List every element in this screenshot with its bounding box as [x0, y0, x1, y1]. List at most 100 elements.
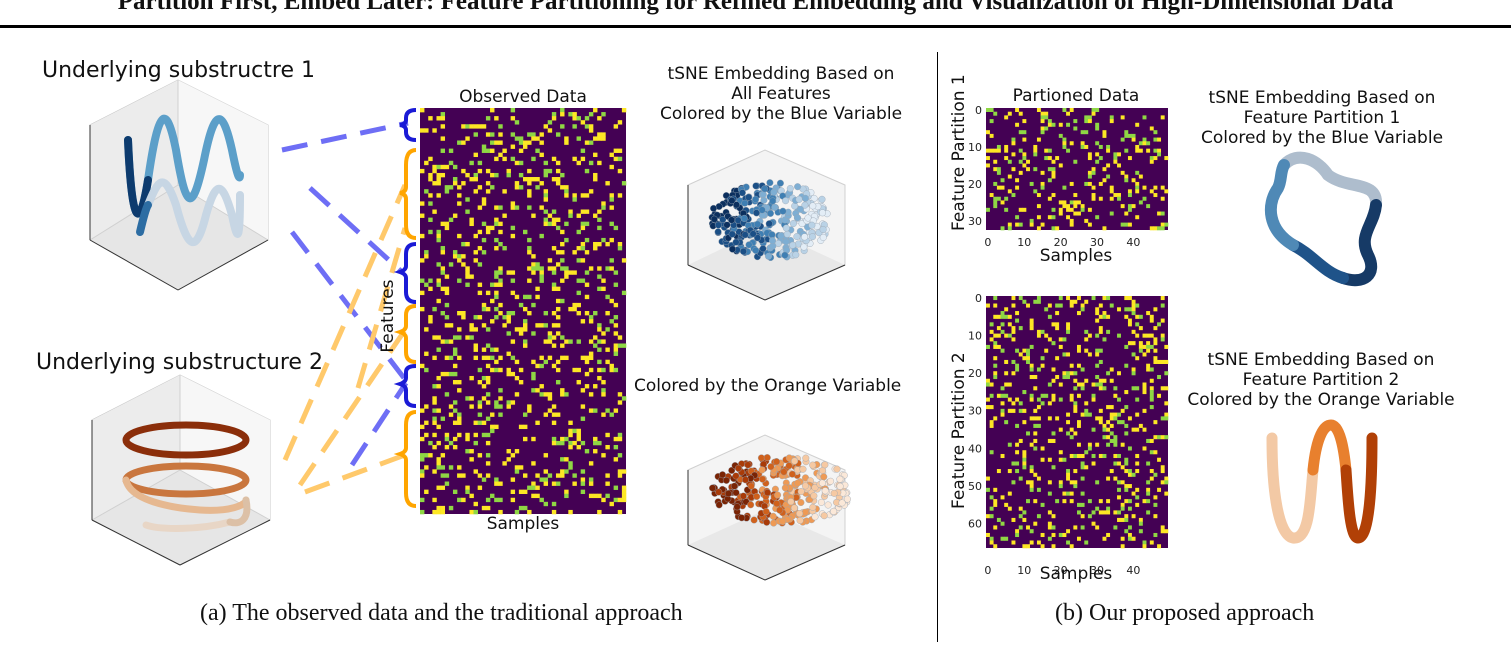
- heatmap-cell: [527, 193, 532, 198]
- heatmap-cell: [1127, 318, 1132, 323]
- heatmap-cell: [1106, 174, 1111, 179]
- tsne-point: [728, 216, 736, 224]
- heatmap-cell: [490, 347, 495, 352]
- heatmap-cell: [564, 270, 569, 275]
- heatmap-cell: [1047, 401, 1052, 406]
- heatmap-cell: [485, 432, 491, 438]
- heatmap-cell: [580, 120, 586, 125]
- heatmap-cell: [555, 440, 561, 446]
- heatmap-cell: [1047, 314, 1052, 319]
- heatmap-cell: [1066, 491, 1071, 496]
- heatmap-cell: [617, 509, 623, 515]
- heatmap-cell: [494, 424, 499, 430]
- heatmap-cell: [498, 205, 503, 210]
- heatmap-cell: [452, 371, 458, 377]
- substructure-1-curve: [124, 114, 244, 246]
- heatmap-cell: [560, 355, 565, 361]
- heatmap-cell: [617, 436, 623, 442]
- heatmap-cell: [1109, 431, 1114, 436]
- heatmap-cell: [993, 333, 998, 338]
- tsne-point: [773, 500, 781, 508]
- heatmap-cell: [535, 294, 540, 300]
- heatmap-cell: [1153, 472, 1158, 477]
- heatmap-cell: [457, 335, 462, 340]
- heatmap-cell: [993, 314, 998, 319]
- heatmap-cell: [510, 225, 516, 231]
- heatmap-cell: [1066, 322, 1071, 327]
- heatmap-cell: [498, 124, 503, 129]
- heatmap-cell: [436, 384, 441, 389]
- partition-2-ylabel: Feature Partition 2: [949, 352, 969, 509]
- heatmap-cell: [444, 392, 450, 397]
- heatmap-cell: [477, 246, 483, 251]
- heatmap-cell: [481, 432, 487, 438]
- heatmap-cell: [1117, 487, 1121, 492]
- heatmap-cell: [485, 116, 491, 121]
- heatmap-cell: [498, 311, 503, 316]
- heatmap-cell: [481, 384, 487, 389]
- heatmap-cell: [1109, 378, 1114, 383]
- heatmap-cell: [584, 193, 590, 198]
- heatmap-cell: [593, 335, 598, 340]
- heatmap-cell: [1011, 326, 1016, 331]
- heatmap-cell: [601, 412, 606, 417]
- heatmap-cell: [1135, 303, 1140, 308]
- heatmap-cell: [448, 404, 454, 409]
- heatmap-cell: [621, 108, 627, 113]
- heatmap-cell: [1117, 193, 1121, 198]
- heatmap-cell: [452, 420, 458, 425]
- heatmap-cell: [1036, 193, 1041, 198]
- heatmap-cell: [588, 124, 594, 129]
- heatmap-cell: [436, 465, 441, 470]
- heatmap-cell: [1011, 359, 1016, 364]
- heatmap-cell: [1036, 487, 1041, 492]
- heatmap-cell: [551, 217, 557, 222]
- heatmap-cell: [593, 177, 598, 182]
- heatmap-cell: [564, 469, 569, 474]
- heatmap-cell: [457, 233, 462, 239]
- heatmap-cell: [551, 343, 557, 348]
- heatmap-cell: [543, 168, 549, 174]
- heatmap-cell: [1098, 181, 1103, 186]
- heatmap-cell: [531, 461, 536, 466]
- heatmap-cell: [1153, 137, 1158, 142]
- heatmap-cell: [576, 160, 581, 166]
- heatmap-cell: [523, 319, 528, 324]
- heatmap-cell: [1029, 540, 1034, 545]
- heatmap-cell: [1000, 226, 1005, 231]
- heatmap-cell: [1113, 159, 1118, 164]
- heatmap-cell: [1160, 386, 1165, 391]
- heatmap-cell: [1026, 544, 1030, 549]
- heatmap-cell: [1149, 333, 1154, 338]
- heatmap-cell: [531, 485, 536, 490]
- substructure-2-title: Underlying substructure 2: [36, 350, 323, 375]
- heatmap-cell: [420, 363, 425, 369]
- heatmap-cell: [1160, 480, 1165, 485]
- heatmap-cell: [510, 270, 516, 275]
- heatmap-cell: [584, 237, 590, 243]
- heatmap-cell: [572, 306, 577, 312]
- heatmap-cell: [1047, 382, 1052, 387]
- heatmap-cell: [547, 266, 553, 271]
- heatmap-cell: [1069, 141, 1074, 146]
- axis-tick-label: 10: [1017, 564, 1031, 577]
- heatmap-cell: [473, 315, 478, 320]
- heatmap-cell: [1131, 133, 1136, 138]
- heatmap-cell: [1160, 303, 1165, 308]
- heatmap-cell: [494, 481, 499, 486]
- heatmap-cell: [1080, 514, 1085, 519]
- heatmap-cell: [1040, 181, 1045, 186]
- heatmap-cell: [1036, 476, 1041, 481]
- heatmap-cell: [584, 270, 590, 275]
- heatmap-cell: [444, 290, 450, 296]
- heatmap-cell: [1135, 461, 1140, 466]
- tsne-point: [793, 214, 801, 222]
- tsne-point: [819, 209, 827, 217]
- heatmap-cell: [1106, 329, 1111, 334]
- heatmap-cell: [1004, 536, 1009, 541]
- tsne-point: [790, 504, 798, 512]
- heatmap-cell: [1022, 408, 1027, 413]
- heatmap-cell: [1135, 502, 1140, 507]
- tsne-point: [763, 518, 771, 526]
- heatmap-cell: [465, 172, 470, 178]
